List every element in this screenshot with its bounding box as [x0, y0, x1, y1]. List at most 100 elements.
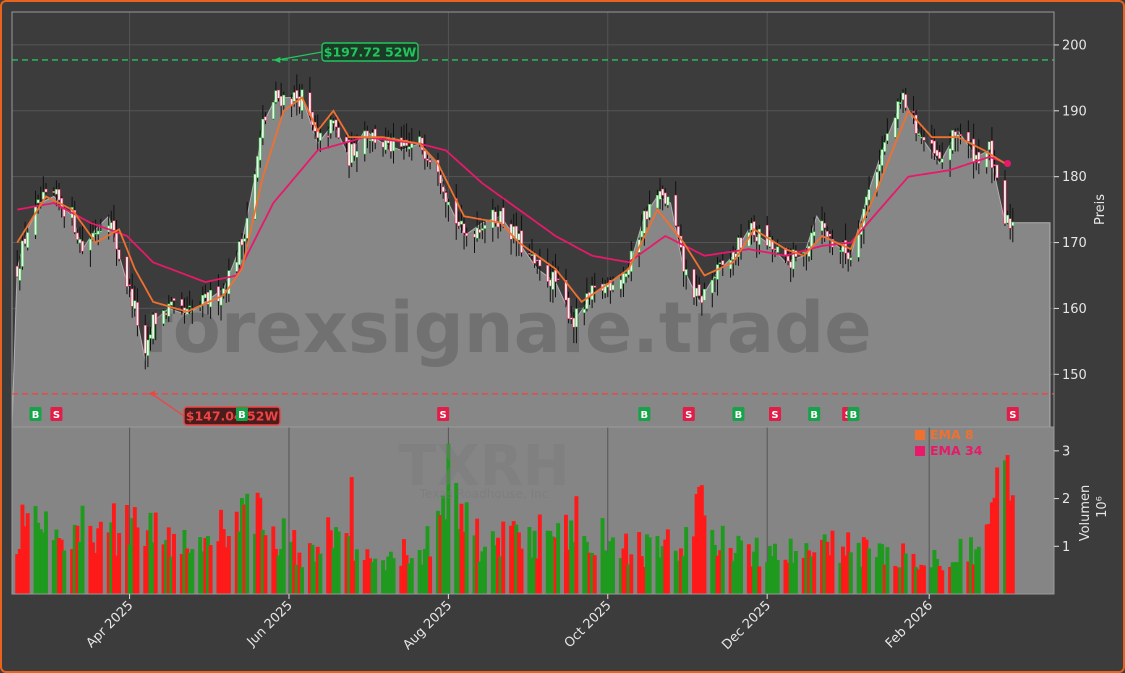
- volume-bar: [728, 548, 733, 594]
- candle-body: [922, 136, 926, 141]
- volume-bar: [825, 541, 830, 594]
- candle-body: [951, 130, 955, 151]
- volume-bar: [172, 533, 176, 594]
- volume-bar: [629, 554, 634, 594]
- volume-panel-border: [11, 426, 1055, 595]
- candle-body: [473, 233, 477, 238]
- candle-body: [295, 90, 299, 99]
- volume-bar: [388, 551, 393, 594]
- candle-body: [23, 238, 27, 245]
- volume-bar: [344, 533, 349, 594]
- volume-bar: [200, 551, 205, 594]
- volume-bar: [75, 525, 80, 594]
- volume-bar: [493, 545, 498, 594]
- candle-body: [585, 293, 589, 309]
- volume-bar: [535, 558, 540, 594]
- volume-bar: [914, 567, 919, 594]
- candle-body: [352, 142, 356, 157]
- volume-bar: [532, 530, 537, 594]
- candle-body: [810, 232, 814, 248]
- volume-bar: [313, 561, 318, 594]
- volume-bar: [684, 527, 689, 594]
- volume-bar: [41, 532, 46, 594]
- candle-body: [493, 211, 497, 224]
- volume-bar: [349, 477, 354, 594]
- volume-bar: [454, 482, 459, 594]
- candle-body: [520, 230, 524, 253]
- volume-bar: [642, 566, 647, 594]
- volume-bar: [164, 540, 169, 594]
- volume-bar: [260, 529, 265, 594]
- candle-body: [117, 249, 121, 260]
- volume-bar: [480, 551, 485, 594]
- candle-body: [791, 249, 795, 270]
- volume-bar: [969, 537, 973, 594]
- volume-bar: [966, 561, 971, 594]
- volume-bar: [501, 521, 506, 594]
- volume-bar: [564, 514, 568, 594]
- volume-bar: [399, 565, 404, 594]
- volume-bar: [699, 485, 704, 594]
- candle-body: [148, 334, 152, 339]
- volume-bar: [566, 549, 571, 594]
- candle-body: [867, 189, 871, 201]
- volume-bar: [1003, 460, 1007, 594]
- volume-bar: [846, 532, 851, 594]
- candle-body: [143, 325, 147, 354]
- volume-bar: [148, 512, 153, 594]
- volume-axis-title: Volumen: [1078, 485, 1093, 542]
- candle-body: [538, 259, 542, 267]
- volume-bar: [953, 562, 958, 594]
- candle-body: [15, 265, 19, 278]
- candle-body: [857, 233, 861, 258]
- candles: [15, 74, 1015, 370]
- candle-body: [695, 287, 699, 297]
- volume-bar: [15, 554, 20, 594]
- signal-label: B: [32, 410, 40, 421]
- volume-bar: [125, 504, 129, 594]
- volume-bar: [697, 486, 702, 594]
- volume-bar: [44, 511, 48, 594]
- signal-b-marker: B: [235, 407, 248, 421]
- candle-body: [663, 192, 667, 205]
- candle-body: [974, 154, 978, 160]
- volume-bar: [788, 538, 793, 594]
- volume-bar: [36, 522, 41, 594]
- volume-bar: [720, 525, 725, 594]
- candle-body: [425, 158, 429, 161]
- signal-s-marker: S: [437, 407, 450, 421]
- candle-body: [896, 101, 900, 120]
- candle-body: [373, 128, 377, 144]
- volume-bar: [843, 555, 848, 594]
- volume-bars: [15, 443, 1015, 594]
- candle-body: [593, 285, 597, 288]
- volume-bar: [169, 556, 174, 594]
- candle-body: [556, 278, 560, 281]
- volume-bar: [621, 548, 626, 594]
- candle-body: [530, 254, 534, 256]
- volume-bar: [590, 552, 595, 594]
- volume-bar: [509, 525, 514, 594]
- volume-bar: [315, 546, 320, 594]
- candle-body: [603, 283, 607, 294]
- candle-body: [237, 241, 241, 265]
- volume-bar: [153, 512, 158, 594]
- candle-body: [26, 232, 30, 248]
- candle-body: [164, 313, 168, 316]
- volume-bar: [935, 558, 939, 594]
- volume-bar: [809, 556, 814, 594]
- volume-bar: [368, 558, 372, 594]
- volume-bar: [391, 558, 396, 594]
- volume-bar: [885, 547, 890, 594]
- volume-bar: [328, 530, 333, 594]
- volume-bar: [665, 529, 670, 594]
- candle-body: [757, 228, 761, 245]
- volume-bar: [203, 537, 208, 594]
- volume-bar: [746, 544, 751, 594]
- candle-body: [755, 236, 759, 242]
- candle-body: [271, 102, 275, 120]
- candle-body: [423, 150, 427, 159]
- candle-body: [128, 284, 132, 287]
- volume-bar: [903, 553, 908, 594]
- volume-bar: [882, 564, 887, 594]
